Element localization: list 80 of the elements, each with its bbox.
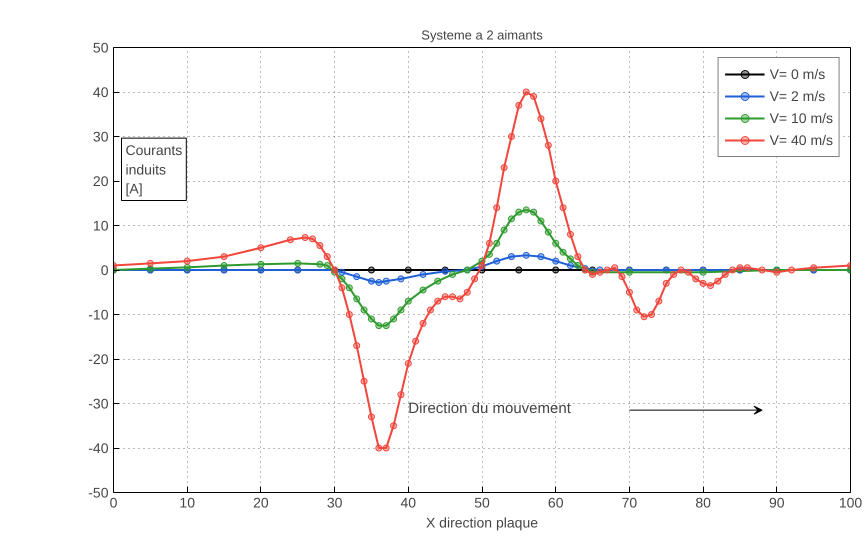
y-tick-label: -50 [88,484,109,500]
point [390,315,398,322]
point [500,226,508,234]
x-axis-title: X direction plaque [426,514,538,530]
y-tick-label: -40 [88,440,109,456]
point [515,266,522,274]
point [493,258,500,265]
point [368,278,375,285]
y-tick-label: -20 [88,351,109,367]
point [220,262,228,270]
point [420,286,427,294]
point [434,278,442,285]
point [346,284,353,292]
legend-label: V= 2 m/s [770,88,826,104]
point [566,255,574,262]
point [508,215,515,222]
y-tick-label: 20 [92,173,109,189]
point [544,228,552,236]
point [486,250,493,258]
point [537,218,544,225]
legend-label: V= 40 m/s [770,132,833,148]
point [184,264,191,271]
point [552,240,560,247]
point [294,260,302,267]
point [508,253,515,260]
x-tick-label: 100 [838,494,862,510]
point [522,206,530,214]
legend-label: V= 10 m/s [770,110,833,126]
y-tick-label: -30 [88,396,109,412]
point [560,248,567,256]
y-tick-label: 40 [92,84,109,100]
point [397,306,404,314]
point [368,315,375,322]
point [537,253,544,260]
point [324,262,331,270]
point [530,208,538,216]
x-tick-label: 60 [548,494,564,510]
y-tick-label: 30 [92,128,109,144]
y-tick-label: 10 [92,218,109,234]
point [522,252,530,259]
x-tick-label: 80 [695,494,712,510]
point [382,278,390,285]
point [449,270,456,278]
point [257,260,264,268]
y-tick-label: 50 [92,40,109,56]
point [404,266,412,274]
y-axis-title: Courants induits [A] [126,142,182,196]
point [552,258,560,265]
point [493,240,500,247]
point [574,262,582,270]
point [420,270,427,278]
point [382,322,390,330]
point [316,260,324,268]
point [404,298,412,305]
x-tick-label: 30 [326,494,343,510]
point [338,275,346,282]
x-tick-label: 50 [474,494,490,510]
point [338,268,346,276]
chart-title: Systeme a 2 aimants [421,28,544,42]
point [353,273,360,280]
x-tick-label: 70 [622,494,638,510]
x-tick-label: 40 [400,494,416,510]
x-tick-label: 20 [253,494,269,510]
point [368,266,375,274]
point [375,322,382,330]
y-tick-label: -10 [88,306,109,322]
point [397,275,404,282]
point [626,268,633,276]
point [353,295,360,302]
point [375,278,382,286]
y-tick-label: 0 [100,262,109,278]
point [360,306,368,314]
point [515,208,522,216]
x-tick-label: 10 [179,494,196,510]
x-tick-label: 90 [769,494,785,510]
annotation: Direction du mouvement [408,400,572,417]
point [552,266,560,274]
point [566,262,574,270]
legend-label: V= 0 m/s [770,66,826,82]
point [700,268,707,276]
